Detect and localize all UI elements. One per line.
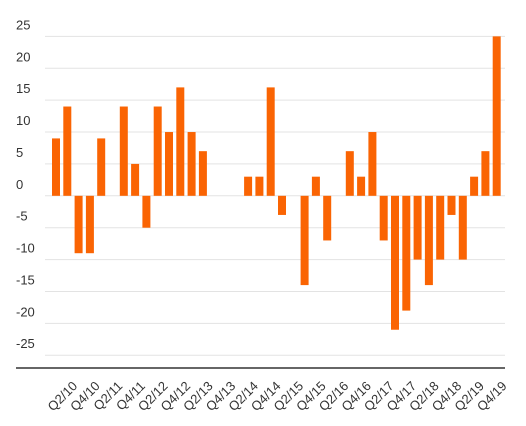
bar [278, 195, 286, 215]
bar [470, 176, 479, 196]
bar [413, 195, 422, 260]
bar [63, 106, 72, 196]
bar [345, 151, 354, 196]
bar [323, 195, 332, 241]
bar [447, 195, 456, 215]
y-tick-label: -15 [16, 272, 35, 287]
y-tick-label: -20 [16, 304, 35, 319]
bar [74, 195, 83, 254]
bar [198, 151, 207, 196]
bar [85, 195, 94, 254]
bar [266, 87, 275, 196]
bar [458, 195, 467, 260]
bar [97, 138, 106, 196]
bar [424, 195, 433, 286]
y-tick-label: -25 [16, 336, 35, 351]
bar [255, 176, 264, 196]
bar [436, 195, 445, 260]
y-tick-label: 10 [16, 113, 30, 128]
bar [368, 132, 377, 196]
y-tick-label: 25 [16, 17, 30, 32]
bar [131, 163, 140, 196]
y-tick-label: 20 [16, 49, 30, 64]
bar [481, 151, 490, 196]
bar [187, 132, 196, 196]
y-tick-label: -10 [16, 241, 35, 256]
bar [311, 176, 320, 196]
bar [357, 176, 366, 196]
bar [402, 195, 411, 311]
bar [119, 106, 128, 196]
y-tick-label: -5 [16, 209, 28, 224]
bar [176, 87, 185, 196]
bar [492, 36, 501, 196]
bar [300, 195, 309, 286]
y-tick-label: 15 [16, 81, 30, 96]
bar [244, 176, 253, 196]
bar [165, 132, 173, 196]
y-tick-label: 0 [16, 177, 23, 192]
bar [142, 195, 151, 228]
y-tick-label: 5 [16, 145, 23, 160]
bar [391, 195, 399, 330]
bar [52, 138, 60, 196]
bar [379, 195, 388, 241]
bar [153, 106, 162, 196]
